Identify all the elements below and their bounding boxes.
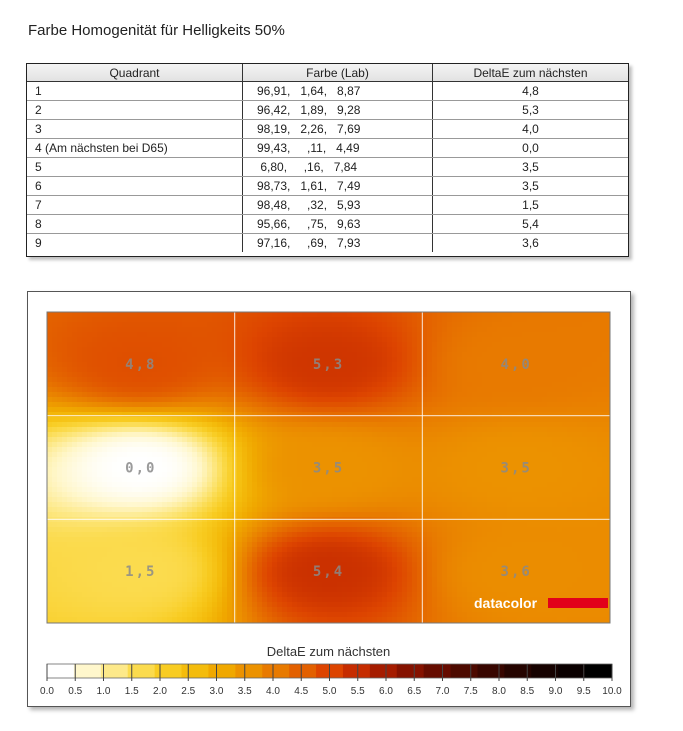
legend-swatch [450,664,478,678]
legend-swatch [585,664,613,678]
cell-deltae: 5,4 [432,214,628,234]
heatmap-cell-label: 5,3 [313,357,344,373]
legend-tick-label: 0.0 [40,686,54,697]
cell-color-lab: 96,91, 1,64, 8,87 [242,81,433,101]
table-row: 7 98,48, ,32, 5,93 1,5 [27,195,628,215]
cell-deltae: 0,0 [432,138,628,158]
cell-color-lab: 95,66, ,75, 9,63 [242,214,433,234]
table-row: 4 (Am nächsten bei D65) 99,43, ,11, 4,49 0… [27,138,628,158]
cell-color-lab: 99,43, ,11, 4,49 [242,138,433,158]
cell-color-lab: 98,73, 1,61, 7,49 [242,176,433,196]
cell-deltae: 5,3 [432,100,628,120]
table-row: 3 98,19, 2,26, 7,69 4,0 [27,119,628,139]
legend-tick-label: 2.0 [153,686,167,697]
heatmap-cell-label: 0,0 [125,461,156,477]
heatmap-cell-label: 1,5 [125,564,156,580]
heatmap-cell-label: 5,4 [313,564,344,580]
cell-quadrant: 1 [27,81,243,101]
page-title: Farbe Homogenität für Helligkeits 50% [28,22,285,39]
legend-swatch [208,664,236,678]
legend-tick-label: 0.5 [68,686,82,697]
legend-swatch [235,664,263,678]
legend-tick-label: 3.0 [210,686,224,697]
cell-color-lab: 96,42, 1,89, 9,28 [242,100,433,120]
heatmap-cell-label: 3,6 [501,564,532,580]
table-row: 2 96,42, 1,89, 9,28 5,3 [27,100,628,120]
legend-swatch [477,664,505,678]
legend-tick-label: 7.0 [436,686,450,697]
table-row: 1 96,91, 1,64, 8,87 4,8 [27,81,628,101]
cell-quadrant: 8 [27,214,243,234]
legend-tick-label: 4.5 [294,686,308,697]
legend-tick-label: 2.5 [181,686,195,697]
legend-swatch [369,664,398,678]
datacolor-logo: datacolor [474,595,538,611]
cell-quadrant: 7 [27,195,243,215]
legend-tick-label: 6.5 [407,686,421,697]
legend-swatch [181,664,209,678]
legend-tick-label: 3.5 [238,686,252,697]
cell-quadrant: 3 [27,119,243,139]
legend-swatch [47,664,75,678]
legend-tick-label: 8.5 [520,686,534,697]
cell-deltae: 4,0 [432,119,628,139]
legend-swatch [262,664,290,678]
legend-tick-label: 7.5 [464,686,478,697]
cell-quadrant: 4 (Am nächsten bei D65) [27,138,243,158]
cell-quadrant: 6 [27,176,243,196]
header-quadrant: Quadrant [27,64,243,82]
cell-color-lab: 98,48, ,32, 5,93 [242,195,433,215]
cell-deltae: 3,5 [432,176,628,196]
heatmap-cell-label: 4,8 [125,357,156,373]
legend-tick-label: 5.0 [323,686,337,697]
legend-swatch [558,664,586,678]
cell-quadrant: 5 [27,157,243,177]
legend-tick-label: 1.5 [125,686,139,697]
legend-swatch [127,664,156,678]
heatmap-cell-label: 3,5 [313,461,344,477]
cell-deltae: 3,6 [522,236,539,250]
legend-tick-label: 4.0 [266,686,280,697]
cell-deltae: 3,5 [432,157,628,177]
legend-tick-label: 9.5 [577,686,591,697]
legend-swatch [100,664,129,678]
results-table: Quadrant Farbe (Lab) DeltaE zum nächsten… [26,63,629,257]
cell-color-lab: 6,80, ,16, 7,84 [242,157,433,177]
legend-swatch [396,664,425,678]
table-row: 5 6,80, ,16, 7,84 3,5 [27,157,628,177]
table-row: 8 95,66, ,75, 9,63 5,4 [27,214,628,234]
legend-tick-label: 1.0 [97,686,111,697]
datacolor-logo-bar [548,598,608,608]
cell-color-lab: 97,16, ,69, 7,93 [242,233,433,252]
legend-tick-label: 8.0 [492,686,506,697]
legend-swatch [342,664,371,678]
legend-swatch [423,664,452,678]
legend-swatch [73,664,102,678]
cell-quadrant: 9 [27,233,243,252]
uniformity-chart-panel: 4,8 5,3 4,0 0,0 3,5 3,5 1,5 5,4 3,6 datacolor Delt… [27,291,631,707]
uniformity-heatmap-chart: 4,8 5,3 4,0 0,0 3,5 3,5 1,5 5,4 3,6 datacolor Delt… [40,311,622,697]
legend-swatch [289,664,317,678]
cell-color-lab: 98,19, 2,26, 7,69 [242,119,433,139]
heatmap-cell-label: 4,0 [501,357,532,373]
cell-quadrant: 2 [27,100,243,120]
legend-tick-label: 6.0 [379,686,393,697]
plot-border [46,311,611,624]
table-row: 9 97,16, ,69, 7,93 3,6 [27,233,628,252]
cell-deltae: 4,8 [432,81,628,101]
legend-title: DeltaE zum nächsten [267,644,391,659]
heatmap-cell-label: 3,5 [501,461,532,477]
header-color-lab: Farbe (Lab) [242,64,433,82]
legend-swatch [504,664,532,678]
cell-deltae: 1,5 [432,195,628,215]
legend-swatch [531,664,559,678]
legend-tick-label: 10.0 [602,686,622,697]
header-deltae: DeltaE zum nächsten [432,64,628,82]
table-row: 6 98,73, 1,61, 7,49 3,5 [27,176,628,196]
legend-tick-label: 5.5 [351,686,365,697]
legend-tick-label: 9.0 [549,686,563,697]
legend-swatch [154,664,183,678]
